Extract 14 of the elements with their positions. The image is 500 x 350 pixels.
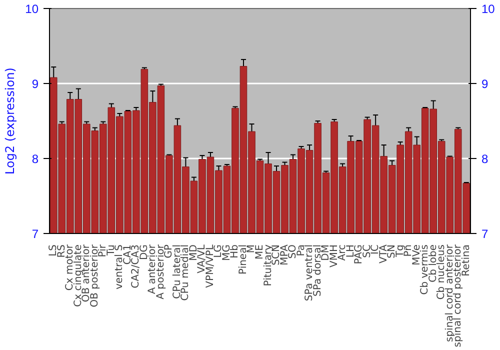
y2-tick-label: 7	[482, 227, 488, 241]
y-tick-label: 9	[32, 77, 39, 91]
y-tick-label: 10	[25, 2, 39, 16]
x-tick-label: ME	[254, 244, 266, 260]
y2-tick-label: 9	[482, 77, 488, 91]
y2-tick-label: 10	[482, 2, 496, 16]
x-tick-label: OB posterior	[89, 244, 100, 308]
x-tick-label: Tg	[394, 244, 406, 258]
x-tick-label: Pituitary	[262, 244, 274, 286]
x-tick-label: A posterior	[155, 244, 166, 300]
y-tick-label: 7	[32, 227, 39, 241]
y-tick-label: 8	[32, 152, 39, 166]
y2-tick-label: 8	[482, 152, 488, 166]
y-axis-title: Log2 (expression)	[3, 68, 18, 174]
